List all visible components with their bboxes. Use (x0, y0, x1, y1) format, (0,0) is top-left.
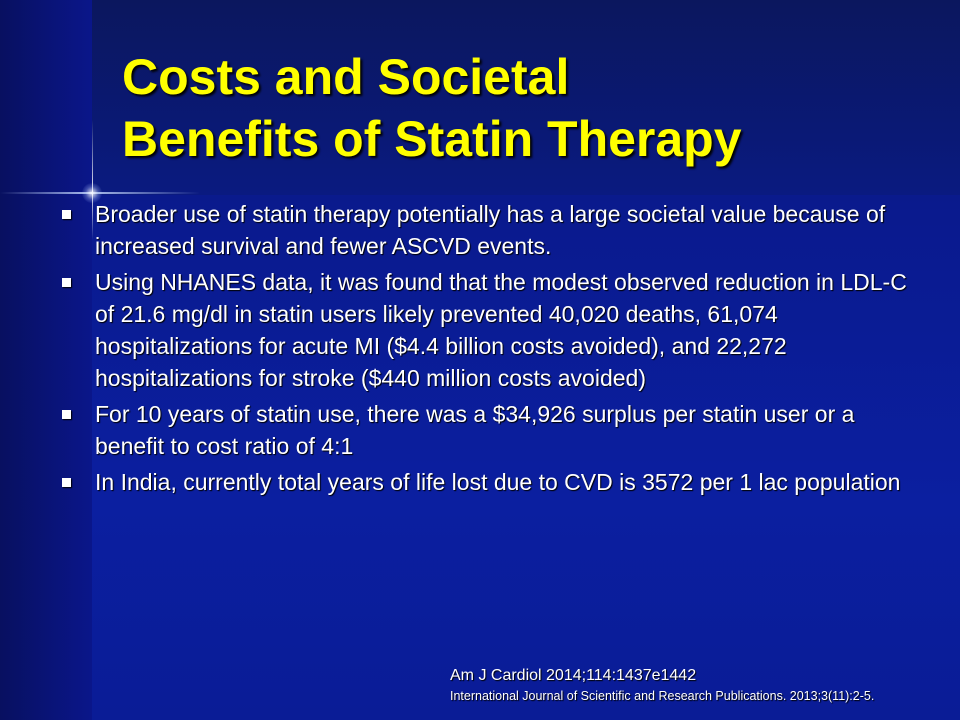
citation-publication: International Journal of Scientific and … (450, 689, 875, 703)
square-bullet-icon (62, 478, 71, 487)
light-flare-glow (82, 183, 102, 203)
bullet-list: Broader use of statin therapy potentiall… (62, 198, 922, 502)
bullet-text: In India, currently total years of life … (95, 469, 901, 495)
square-bullet-icon (62, 278, 71, 287)
bullet-text: Using NHANES data, it was found that the… (95, 269, 907, 391)
slide-title-line: Costs and Societal (122, 49, 570, 105)
bullet-text: Broader use of statin therapy potentiall… (95, 201, 886, 259)
bullet-item: For 10 years of statin use, there was a … (62, 398, 922, 462)
citation-journal: Am J Cardiol 2014;114:1437e1442 (450, 667, 697, 684)
header-band (0, 0, 960, 195)
left-band (0, 0, 92, 720)
bullet-item: In India, currently total years of life … (62, 466, 922, 498)
bullet-item: Using NHANES data, it was found that the… (62, 266, 922, 394)
slide-title-line: Benefits of Statin Therapy (122, 111, 742, 167)
bullet-item: Broader use of statin therapy potentiall… (62, 198, 922, 262)
square-bullet-icon (62, 210, 71, 219)
square-bullet-icon (62, 410, 71, 419)
bullet-text: For 10 years of statin use, there was a … (95, 401, 855, 459)
light-flare-vertical (92, 120, 93, 240)
slide-title: Costs and Societal Benefits of Statin Th… (122, 46, 922, 170)
